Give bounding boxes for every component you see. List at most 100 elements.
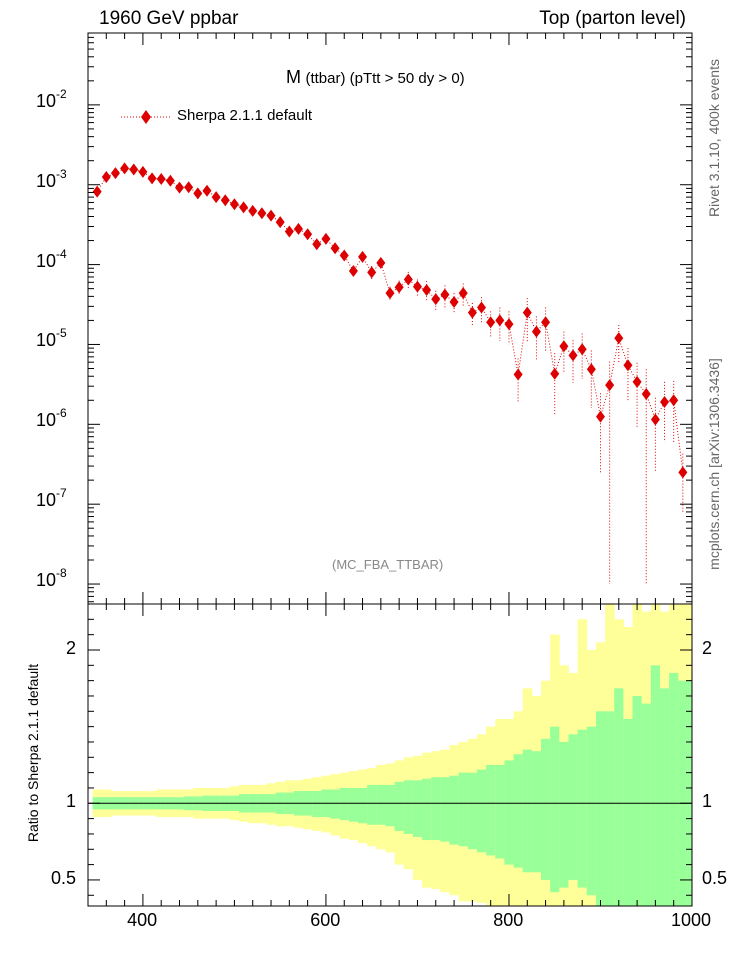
data-point [412,280,422,293]
ratio-band-inner [385,784,396,827]
ratio-band-inner [431,777,441,841]
y-tick-label: 10-5 [36,326,67,351]
y-tick-label-exp: -7 [56,486,67,501]
y-tick-label-base: 10 [36,410,57,431]
y-tick-label-exp: -8 [56,566,67,581]
series-line [96,167,684,473]
data-point [550,367,560,380]
ratio-band-inner [623,718,634,906]
y-tick-label-exp: -3 [56,166,67,181]
ratio-band-inner [367,784,377,825]
ratio-band-inner [348,787,359,822]
ratio-band-inner [632,695,643,906]
ratio-y-tick-label-right: 2 [702,637,713,658]
plot-title: M (ttbar) (pTtt > 50 dy > 0) [286,67,465,88]
y-tick-label-base: 10 [36,170,57,191]
rivet-label: Rivet 3.1.10, 400k events [706,59,722,217]
ratio-band-inner [458,772,469,847]
y-tick-label-base: 10 [36,250,57,271]
data-point [147,172,157,185]
ratio-band-inner [403,780,414,834]
data-point [266,209,276,222]
data-point [394,281,404,294]
data-point [650,413,660,426]
y-tick-label-exp: -5 [56,326,67,341]
plot-title-sub: (ttbar) (pTtt > 50 dy > 0) [305,70,465,87]
ratio-band-inner [495,764,505,859]
y-tick-label-base: 10 [36,90,57,111]
ratio-band-inner [577,729,588,888]
ratio-band-inner [504,760,515,865]
ratio-band-inner [659,688,670,906]
x-tick-label: 600 [310,910,341,930]
data-point [623,359,633,372]
ratio-band-inner [614,688,624,906]
data-point [641,387,651,400]
data-point [568,349,578,362]
ratio-band-inner [586,726,597,896]
y-tick-label-exp: -6 [56,406,67,421]
data-point [193,187,203,200]
y-tick-label: 10-3 [36,167,67,192]
ratio-band-inner [568,734,579,880]
ratio-band-inner [550,726,560,893]
ratio-y-tick-label-right: 1 [702,791,713,812]
ratio-band-inner [440,777,450,842]
data-point [385,287,395,300]
ratio-band-inner [376,784,386,825]
ratio-band-inner [678,680,688,906]
data-point [175,181,185,194]
data-point [531,325,541,338]
data-point [321,232,331,245]
ratio-y-tick-label-right: 0.5 [702,867,728,888]
data-point [559,340,569,353]
data-point [513,368,523,381]
mcplots-label: mcplots.cern.ch [arXiv:1306.3436] [706,358,722,570]
y-tick-label: 10-8 [36,566,67,591]
data-point [312,238,322,251]
data-point [403,273,413,286]
ratio-ylabel: Ratio to Sherpa 2.1.1 default [25,663,41,843]
data-point [431,293,441,306]
data-point [367,266,377,279]
data-point [120,162,130,175]
header-left: 1960 GeV ppbar [99,8,239,29]
ratio-y-tick-label-left: 0.5 [50,867,76,888]
data-point [458,287,468,300]
ratio-band-inner [605,711,615,906]
ratio-band-inner [412,780,423,838]
data-point [101,170,111,183]
data-point [504,318,514,331]
x-tick-label: 400 [127,910,158,930]
ratio-band-inner [449,775,460,845]
data-point [467,306,477,319]
data-point [110,167,120,180]
x-tick-label: 1000 [671,910,712,930]
ratio-band-inner [476,769,487,853]
data-point [248,204,258,217]
ratio-band-inner [687,680,693,906]
header-right: Top (parton level) [539,8,686,29]
ratio-band-inner [641,703,652,906]
ratio-band-inner [394,781,405,831]
ratio-band-inner [541,738,551,880]
data-point [129,163,139,176]
data-point [376,256,386,269]
data-point [632,375,642,388]
data-point [614,332,624,345]
axes-frames [87,32,693,907]
data-point [577,343,587,356]
ratio-band-inner [650,665,661,906]
y-tick-label: 10-4 [36,247,67,272]
legend-marker [141,110,151,124]
data-point [449,296,459,309]
data-point [495,314,505,327]
ratio-band-inner [357,787,368,824]
legend-label: Sherpa 2.1.1 default [177,107,313,124]
ratio-band-inner [531,751,542,873]
ratio-band-inner [339,787,350,821]
data-point [348,265,358,278]
data-point [477,301,487,314]
data-point [284,225,294,238]
data-point [138,165,148,178]
